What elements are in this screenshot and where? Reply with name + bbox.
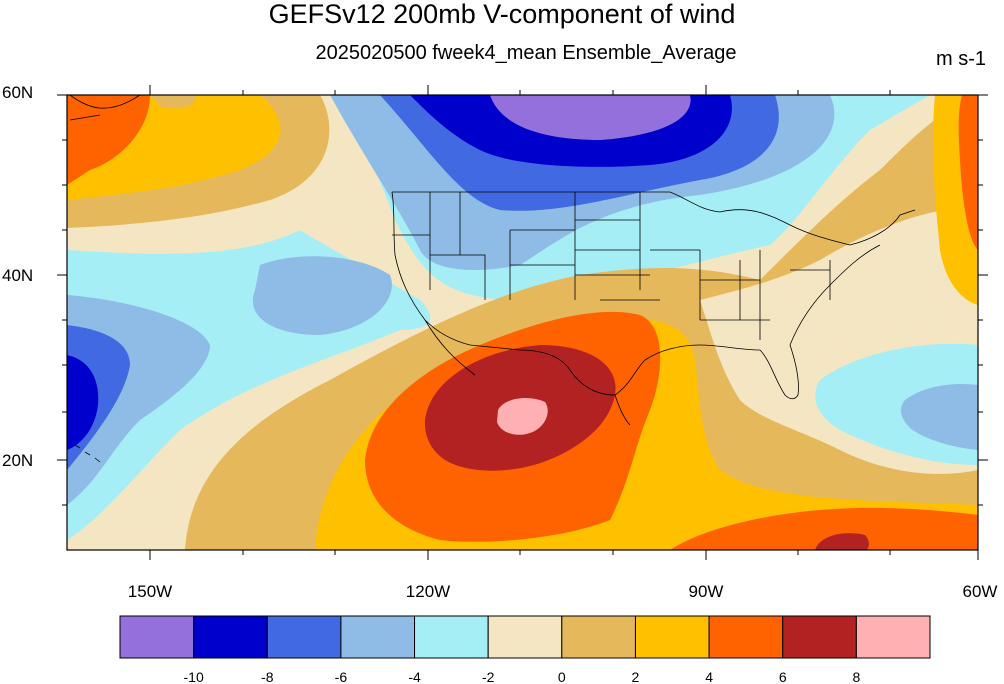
colorbar-swatch xyxy=(193,615,268,659)
lon-ticks xyxy=(149,85,979,560)
lat-label-60n: 60N xyxy=(2,83,33,102)
colorbar-label: 6 xyxy=(779,669,787,684)
lat-label-20n: 20N xyxy=(2,451,33,470)
colorbar-label: 8 xyxy=(852,669,860,684)
contour-band-neg6-neg4 xyxy=(252,256,392,335)
contour-band-below-neg10 xyxy=(490,95,691,140)
colorbar-swatch xyxy=(266,615,342,659)
colorbar-label: -10 xyxy=(184,669,204,684)
lon-label-150w: 150W xyxy=(128,582,172,601)
contour-band-2-4 xyxy=(150,95,196,109)
colorbar: -10 -8 -6 -4 -2 0 2 4 6 8 xyxy=(119,615,931,684)
contour-fill xyxy=(67,95,978,550)
colorbar-label: 2 xyxy=(632,669,640,684)
colorbar-swatch xyxy=(561,615,636,659)
colorbar-swatch xyxy=(782,615,857,659)
colorbar-label: -6 xyxy=(335,669,348,684)
colorbar-label: -4 xyxy=(408,669,421,684)
contour-band-8-10 xyxy=(815,533,869,550)
map-title: GEFSv12 200mb V-component of wind xyxy=(268,0,736,29)
colorbar-swatch xyxy=(414,615,489,659)
colorbar-swatch xyxy=(855,615,931,659)
lon-label-90w: 90W xyxy=(689,582,724,601)
colorbar-swatch xyxy=(340,615,416,659)
colorbar-swatch xyxy=(119,615,195,659)
lat-ticks xyxy=(57,94,988,506)
colorbar-label: -2 xyxy=(482,669,495,684)
lon-label-60w: 60W xyxy=(963,582,998,601)
contour-band-neg6-neg4 xyxy=(900,383,978,450)
units-label: m s-1 xyxy=(936,48,986,70)
contour-band-6-8 xyxy=(958,95,978,250)
contour-band-6-8 xyxy=(67,95,150,185)
colorbar-label: 4 xyxy=(705,669,713,684)
colorbar-swatch xyxy=(487,615,563,659)
contour-band-6-8 xyxy=(670,507,978,550)
political-boundaries xyxy=(69,95,916,463)
map-subtitle: 2025020500 fweek4_mean Ensemble_Average xyxy=(315,42,737,64)
colorbar-swatch xyxy=(708,615,784,659)
lon-label-120w: 120W xyxy=(406,582,450,601)
contour-band-above-10 xyxy=(497,398,548,435)
contour-band-neg10-neg8 xyxy=(67,355,99,450)
colorbar-label: 0 xyxy=(558,669,566,684)
colorbar-swatch xyxy=(634,615,710,659)
map-frame xyxy=(66,94,979,551)
colorbar-label: -8 xyxy=(261,669,274,684)
lat-label-40n: 40N xyxy=(2,266,33,285)
